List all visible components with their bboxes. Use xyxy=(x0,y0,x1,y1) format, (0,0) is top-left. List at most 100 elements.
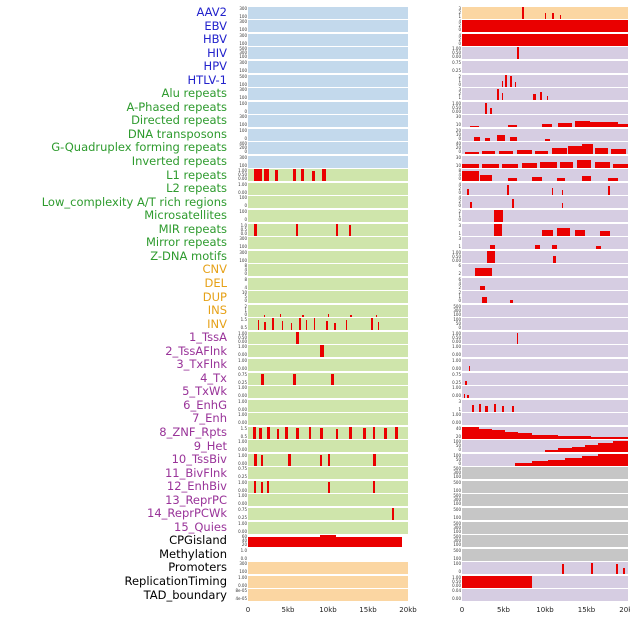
y-tick-label: 100 xyxy=(239,67,247,73)
y-axis-ticks: 100 0 xyxy=(232,128,248,141)
track-label: DEL xyxy=(204,275,227,290)
track-row: MIR repeats 1.0 0.5 0.0 3 1 xyxy=(0,223,630,237)
y-tick-label: 300 xyxy=(453,524,461,530)
data-bar xyxy=(556,177,565,182)
y-tick-label: 0 xyxy=(244,298,247,304)
y-axis-ticks: 1.00 0.00 xyxy=(232,453,248,466)
data-bar xyxy=(493,209,504,222)
y-tick-label: 100 xyxy=(239,27,247,33)
y-tick-label: 1.00 xyxy=(452,249,461,255)
data-bar xyxy=(478,404,482,412)
y-tick-label: 300 xyxy=(239,19,247,25)
data-bar xyxy=(462,20,628,33)
data-bar xyxy=(328,481,331,493)
track-panel-right xyxy=(462,101,628,114)
data-bar xyxy=(465,151,479,155)
y-tick-label: 1.00 xyxy=(238,412,247,418)
data-bar xyxy=(559,161,574,168)
y-tick-label: 10 xyxy=(455,131,461,137)
track-row: DEL 8 4 6 4 2 xyxy=(0,277,630,291)
track-label: 7_Enh xyxy=(192,411,227,426)
y-tick-label: 10 xyxy=(241,290,247,296)
track-panel-left xyxy=(248,426,408,439)
data-bar xyxy=(574,229,585,236)
data-bar xyxy=(618,124,628,128)
data-bar xyxy=(508,124,517,128)
data-bar xyxy=(540,162,557,168)
y-tick-label: 1.00 xyxy=(452,100,461,106)
y-tick-label: 4 xyxy=(458,19,461,25)
y-tick-label: 3 xyxy=(458,87,461,93)
y-tick-label: 500 xyxy=(453,534,461,540)
y-tick-label: 100 xyxy=(239,244,247,250)
y-axis-ticks: 1.0 0.5 0.0 xyxy=(232,223,248,236)
y-tick-label: 0 xyxy=(458,569,461,575)
y-axis-ticks: 10 5 0 xyxy=(232,291,248,303)
y-tick-label: 100 xyxy=(239,122,247,128)
track-panel-right xyxy=(462,345,628,358)
track-label: Promoters xyxy=(168,560,227,575)
data-bar xyxy=(540,92,542,101)
y-tick-label: 20 xyxy=(455,433,461,439)
y-tick-label: 0.50 xyxy=(452,104,461,110)
data-bar xyxy=(371,318,373,331)
track-row: HBV 300 100 4 2 0 xyxy=(0,33,630,47)
track-row: CPGisland 60 40 20 500 300 100 xyxy=(0,534,630,548)
y-axis-ticks: 0.75 0.25 xyxy=(446,60,462,73)
track-row: Mirror repeats 300 100 3 1 xyxy=(0,236,630,250)
data-bar xyxy=(276,429,280,439)
y-axis-ticks: 40 20 0 xyxy=(446,142,462,154)
data-bar xyxy=(533,94,536,101)
y-tick-label: 0.00 xyxy=(452,257,461,263)
y-tick-label: 1.00 xyxy=(452,357,461,363)
track-label: EBV xyxy=(204,18,227,33)
y-axis-ticks: 0.75 0.25 xyxy=(446,372,462,385)
y-tick-label: 30 xyxy=(455,154,461,160)
data-bar xyxy=(313,318,316,331)
data-bar xyxy=(281,320,284,331)
track-panel-left xyxy=(248,453,408,466)
y-tick-label: 0.50 xyxy=(452,578,461,584)
y-axis-ticks: 300 100 xyxy=(232,6,248,19)
track-panel-right xyxy=(462,480,628,493)
y-tick-label: 1.00 xyxy=(238,479,247,485)
y-tick-label: 8e-05 xyxy=(235,588,247,594)
data-bar xyxy=(372,426,376,439)
data-bar xyxy=(478,428,492,439)
y-tick-label: 1.00 xyxy=(238,398,247,404)
data-bar xyxy=(485,405,488,412)
track-label: 2_TssAFlnk xyxy=(165,343,227,358)
data-bar xyxy=(480,285,486,290)
track-row: 13_ReprPC 1.00 0.00 500 300 100 xyxy=(0,494,630,508)
data-bar xyxy=(510,299,514,304)
y-tick-label: 1.00 xyxy=(238,357,247,363)
y-tick-label: 0 xyxy=(458,203,461,209)
data-bar xyxy=(470,201,472,209)
y-tick-label: 5 xyxy=(244,294,247,300)
data-bar xyxy=(260,482,263,493)
track-label: AAV2 xyxy=(196,5,227,20)
track-label: 14_ReprPCWk xyxy=(147,506,227,521)
data-bar xyxy=(248,537,320,548)
y-tick-label: 100 xyxy=(453,452,461,458)
track-label: 13_ReprPC xyxy=(165,492,227,507)
data-bar xyxy=(552,12,554,19)
track-row: AAV2 300 100 3 2 1 xyxy=(0,6,630,20)
y-tick-label: 100 xyxy=(453,439,461,445)
y-axis-ticks: 1.00 0.00 xyxy=(232,521,248,534)
y-tick-label: 100 xyxy=(239,40,247,46)
data-bar xyxy=(548,459,565,466)
y-tick-label: 0 xyxy=(458,149,461,155)
data-bar xyxy=(312,170,316,182)
track-panel-left xyxy=(248,535,408,548)
data-bar xyxy=(608,186,611,195)
y-tick-label: 30 xyxy=(455,114,461,120)
data-bar xyxy=(462,426,479,439)
data-bar xyxy=(574,120,590,128)
track-panel-right xyxy=(462,413,628,426)
y-tick-label: 1.00 xyxy=(452,412,461,418)
y-tick-label: 0.00 xyxy=(238,189,247,195)
track-panel-left xyxy=(248,386,408,399)
